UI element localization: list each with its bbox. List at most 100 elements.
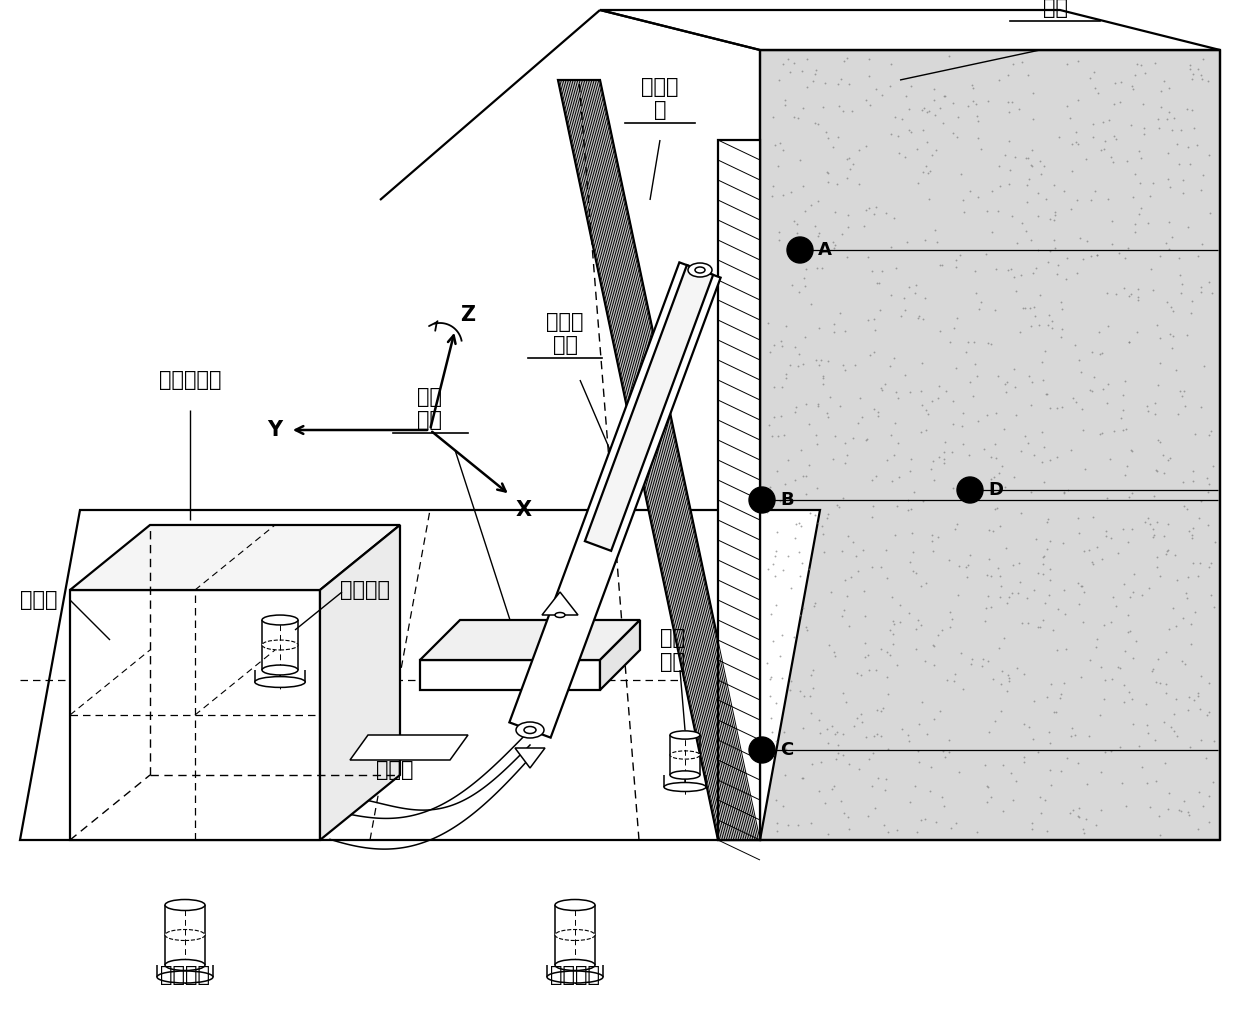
Point [1038,316,1058,333]
Point [830,398,849,415]
Point [1183,463,1203,479]
Point [835,572,854,589]
Point [1138,510,1158,526]
Point [794,99,813,116]
Point [1066,134,1086,151]
Point [1081,383,1101,399]
Point [780,682,800,698]
Point [959,487,978,504]
Point [1122,584,1142,600]
Point [1008,585,1028,601]
Point [1128,206,1148,222]
Point [1145,526,1164,543]
Point [1136,695,1156,712]
Point [868,404,888,421]
Point [1060,805,1080,821]
Point [952,418,972,434]
Point [1032,354,1052,371]
Point [775,724,795,740]
Point [832,103,852,120]
Point [1097,395,1117,412]
Point [770,648,790,665]
Point [1053,322,1073,338]
Point [863,745,883,762]
Point [956,559,976,575]
Point [1199,559,1219,575]
Point [1154,73,1174,89]
Point [807,480,827,497]
Point [1054,484,1074,501]
Point [1016,300,1035,316]
Point [905,777,925,794]
Point [1076,151,1096,167]
Point [818,130,838,146]
Point [1167,136,1187,153]
Point [1079,727,1099,743]
Point [800,688,820,705]
Point [977,777,997,794]
Point [1149,826,1169,843]
Point [1167,691,1187,708]
Point [1049,257,1069,273]
Point [839,756,859,772]
Point [862,559,882,575]
Polygon shape [558,80,760,840]
Circle shape [787,237,813,263]
Point [934,451,954,467]
Point [982,223,1002,240]
Point [1085,183,1105,200]
Point [864,728,884,744]
Point [1028,185,1048,202]
Point [915,232,935,249]
Point [1174,383,1194,399]
Point [797,231,817,248]
Point [1058,250,1078,266]
Point [1074,543,1094,559]
Point [928,627,947,643]
Polygon shape [69,525,401,590]
Point [1110,94,1130,111]
Point [794,468,813,484]
Point [952,681,972,697]
Point [1021,232,1040,249]
Point [872,382,892,398]
Point [826,648,846,665]
Point [1169,802,1189,818]
Point [1183,293,1203,309]
Point [954,191,973,208]
Point [1183,102,1203,119]
Point [1069,351,1089,368]
Point [932,790,952,806]
Point [963,92,983,109]
Point [791,518,811,535]
Point [1143,660,1163,677]
Point [1128,738,1148,755]
Point [1091,659,1111,676]
Point [1128,289,1148,305]
Point [1151,82,1171,98]
Point [1091,764,1111,780]
Point [827,497,847,513]
Point [992,663,1012,679]
Point [787,358,807,375]
Point [1014,749,1034,765]
Point [795,279,815,295]
Point [858,249,878,265]
Point [771,338,791,354]
Point [954,204,973,220]
Point [1019,171,1039,187]
Point [831,305,851,322]
Point [856,137,875,154]
Point [889,145,909,162]
Point [869,275,889,292]
Point [1087,631,1107,647]
Point [1102,154,1122,170]
Point [978,335,998,351]
Point [944,125,963,141]
Point [833,356,853,373]
Point [802,756,822,772]
Point [812,244,832,260]
Point [968,130,988,146]
Point [1199,146,1219,163]
Point [1116,421,1136,437]
